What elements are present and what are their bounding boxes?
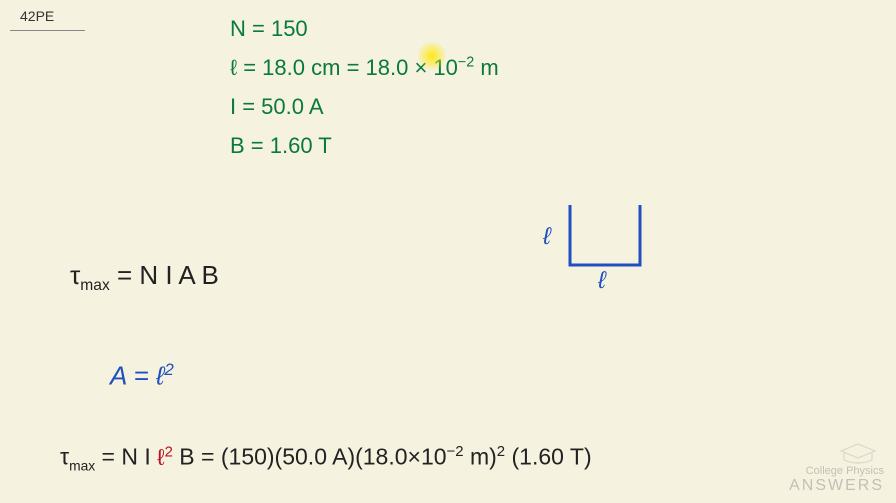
tau-symbol: τ <box>70 260 80 290</box>
tau-sub: max <box>80 277 109 294</box>
given-variables: N = 150 ℓ = 18.0 cm = 18.0 × 10−2 m I = … <box>230 12 499 168</box>
square-diagram: ℓ ℓ <box>540 195 660 292</box>
formula-area: A = ℓ2 <box>110 360 174 392</box>
given-l: ℓ = 18.0 cm = 18.0 × 10−2 m <box>230 51 499 84</box>
given-l-cm: ℓ = 18.0 cm <box>230 55 340 80</box>
final-eq4: (1.60 T) <box>505 444 592 470</box>
given-l-unit: m <box>474 55 498 80</box>
final-eq2: B = (150)(50.0 A)(18.0×10 <box>173 444 447 470</box>
given-b: B = 1.60 T <box>230 129 499 162</box>
label-underline <box>10 30 85 31</box>
graduation-cap-icon <box>838 441 878 465</box>
final-eq1: = N I <box>95 444 157 470</box>
formula-tau-max: τmax = N I A B <box>70 260 219 295</box>
watermark: College Physics ANSWERS <box>789 465 884 495</box>
tau-rhs: = N I A B <box>110 260 219 290</box>
final-red-l: ℓ2 <box>157 444 173 470</box>
final-tau-sub: max <box>69 458 95 473</box>
highlight-dot <box>418 42 446 70</box>
red-ell: ℓ <box>157 444 164 470</box>
final-eq3: m) <box>464 444 497 470</box>
given-i: I = 50.0 A <box>230 90 499 123</box>
given-l-exp: −2 <box>458 55 474 71</box>
given-n: N = 150 <box>230 12 499 45</box>
red-exp: 2 <box>165 443 173 460</box>
diagram-label-left: ℓ <box>543 223 551 251</box>
watermark-line1: College Physics <box>789 465 884 477</box>
area-exp: 2 <box>164 360 173 379</box>
diagram-label-bottom: ℓ <box>598 267 606 295</box>
watermark-line2: ANSWERS <box>789 477 884 495</box>
problem-label: 42PE <box>20 8 54 24</box>
final-calculation: τmax = N I ℓ2 B = (150)(50.0 A)(18.0×10−… <box>60 443 592 473</box>
area-lhs: A = ℓ <box>110 361 164 391</box>
final-mid-exp: −2 <box>447 443 464 460</box>
final-tau: τ <box>60 444 69 470</box>
final-sq-exp: 2 <box>497 443 505 460</box>
